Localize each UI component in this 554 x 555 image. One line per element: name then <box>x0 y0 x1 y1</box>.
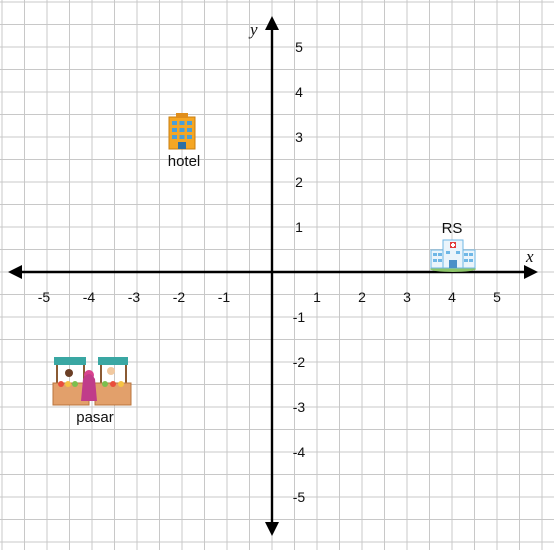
y-tick-label: 5 <box>295 39 303 55</box>
y-tick-label: 3 <box>295 129 303 145</box>
x-axis-arrow-right <box>524 265 538 279</box>
place-rs: RS <box>430 220 476 272</box>
y-tick-label: 1 <box>295 219 303 235</box>
x-axis-label: x <box>525 247 534 266</box>
y-tick-label: -2 <box>293 354 306 370</box>
x-tick-label: 3 <box>403 289 411 305</box>
y-tick-label: -1 <box>293 309 306 325</box>
x-tick-label: -2 <box>173 289 186 305</box>
y-axis-arrow-up <box>265 16 279 30</box>
pasar-label: pasar <box>76 409 114 426</box>
x-tick-label: -4 <box>83 289 96 305</box>
hotel-building-icon <box>168 113 196 150</box>
place-pasar: pasar <box>52 357 132 426</box>
x-tick-label: 1 <box>313 289 321 305</box>
market-stall-icon <box>52 357 132 406</box>
y-tick-label: 2 <box>295 174 303 190</box>
x-tick-label: 5 <box>493 289 501 305</box>
y-tick-label: 4 <box>295 84 303 100</box>
rs-label: RS <box>442 220 463 237</box>
hospital-building-icon <box>430 239 476 272</box>
x-tick-label: -1 <box>218 289 231 305</box>
y-axis-arrow-down <box>265 522 279 536</box>
axes: x y <box>8 16 538 536</box>
x-axis-arrow-left <box>8 265 22 279</box>
y-tick-label: -5 <box>293 489 306 505</box>
hotel-label: hotel <box>168 153 201 170</box>
x-tick-label: -5 <box>38 289 51 305</box>
place-hotel: hotel <box>168 113 201 170</box>
x-tick-label: 2 <box>358 289 366 305</box>
x-tick-label: 4 <box>448 289 456 305</box>
y-tick-label: -3 <box>293 399 306 415</box>
x-tick-label: -3 <box>128 289 141 305</box>
x-tick-labels: -5 -4 -3 -2 -1 1 2 3 4 5 <box>38 289 501 305</box>
y-tick-label: -4 <box>293 444 306 460</box>
y-tick-labels: 5 4 3 2 1 -1 -2 -3 -4 -5 <box>293 39 306 505</box>
y-axis-label: y <box>248 20 258 39</box>
